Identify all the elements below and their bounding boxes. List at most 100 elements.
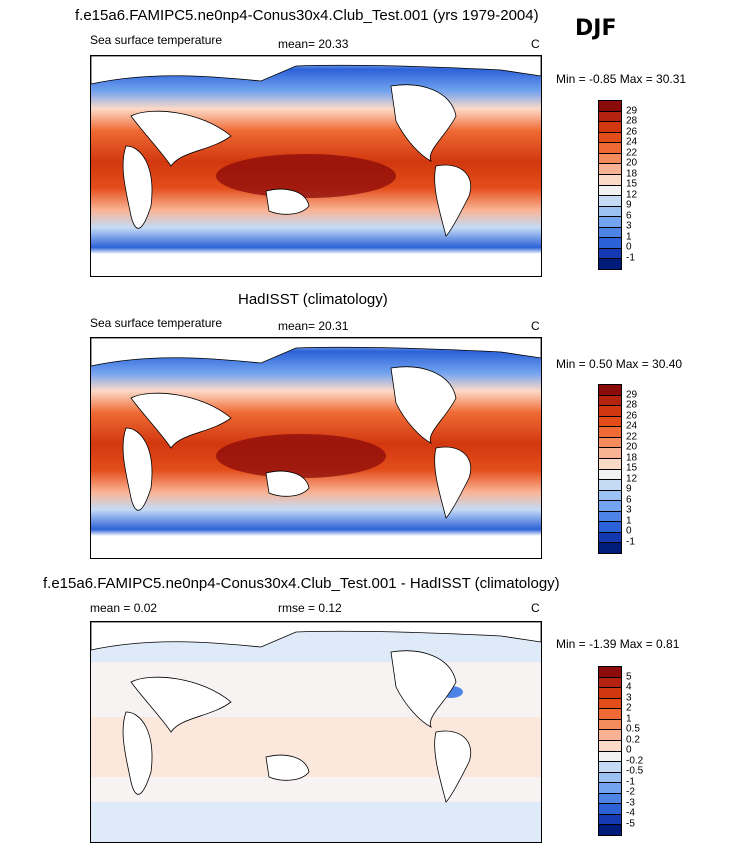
panel-1-north-land: [91, 56, 541, 85]
panel-2-colorbar-labels: 29 28 26 24 22 20 18 15 12 9 6 3 1 0 -1: [626, 384, 656, 552]
colorbar-swatch: [599, 677, 621, 689]
panel-1-colorbar: [598, 100, 622, 270]
colorbar-tick-label: 9: [626, 199, 632, 211]
colorbar-tick-label: 1: [626, 515, 632, 526]
colorbar-tick-label: 6: [626, 210, 632, 221]
colorbar-tick-label: 3: [626, 220, 632, 232]
colorbar-tick-label: -5: [626, 818, 635, 829]
colorbar-tick-label: 26: [626, 126, 638, 137]
colorbar-tick-label: -1: [626, 536, 635, 547]
colorbar-tick-label: 18: [626, 168, 638, 179]
colorbar-swatch: [599, 395, 621, 407]
panel-2-mean-label: mean= 20.31: [278, 319, 349, 333]
colorbar-swatch: [599, 511, 621, 523]
colorbar-swatch: [599, 448, 621, 459]
colorbar-swatch: [599, 164, 621, 175]
colorbar-swatch: [599, 480, 621, 491]
panel-1-africa-land: [122, 145, 153, 229]
colorbar-tick-label: -1: [626, 252, 635, 263]
panel-3-colorbar: [598, 666, 622, 836]
colorbar-swatch: [599, 122, 621, 133]
panel-3-north-america-land: [390, 650, 457, 728]
colorbar-swatch: [599, 227, 621, 239]
colorbar-swatch: [599, 238, 621, 249]
colorbar-tick-label: 0: [626, 525, 632, 537]
colorbar-swatch: [599, 458, 621, 470]
colorbar-swatch: [599, 427, 621, 438]
colorbar-tick-label: 4: [626, 681, 632, 693]
colorbar-tick-label: -2: [626, 786, 635, 798]
season-label: DJF: [575, 16, 617, 41]
panel-3-australia-land: [265, 754, 310, 781]
colorbar-tick-label: 0.5: [626, 723, 640, 735]
panel-3-mean-label: mean = 0.02: [90, 601, 158, 615]
panel-1-title: f.e15a6.FAMIPC5.ne0np4-Conus30x4.Club_Te…: [75, 7, 539, 24]
panel-1-mean-label: mean= 20.33: [278, 37, 349, 51]
colorbar-swatch: [599, 248, 621, 260]
colorbar-tick-label: 5: [626, 671, 632, 682]
panel-1-south-america-land: [434, 164, 471, 237]
panel-2-australia-land: [265, 470, 310, 497]
colorbar-swatch: [599, 740, 621, 752]
colorbar-swatch: [599, 543, 621, 553]
colorbar-tick-label: 6: [626, 494, 632, 505]
colorbar-swatch: [599, 143, 621, 154]
colorbar-swatch: [599, 709, 621, 720]
panel-2-north-land: [91, 338, 541, 367]
panel-2-units: C: [531, 319, 540, 333]
panel-3-africa-land: [122, 711, 153, 795]
colorbar-swatch: [599, 730, 621, 741]
panel-3-rmse-label: rmse = 0.12: [278, 601, 342, 615]
panel-2-variable-label: Sea surface temperature: [90, 316, 223, 330]
colorbar-swatch: [599, 416, 621, 428]
colorbar-tick-label: 0: [626, 241, 632, 253]
colorbar-tick-label: 1: [626, 713, 632, 724]
colorbar-swatch: [599, 667, 621, 678]
colorbar-swatch: [599, 772, 621, 784]
colorbar-swatch: [599, 762, 621, 773]
colorbar-swatch: [599, 793, 621, 805]
colorbar-swatch: [599, 825, 621, 835]
colorbar-tick-label: -1: [626, 776, 635, 787]
colorbar-tick-label: 22: [626, 431, 638, 442]
colorbar-swatch: [599, 751, 621, 763]
colorbar-tick-label: 29: [626, 389, 638, 400]
colorbar-tick-label: 0.2: [626, 734, 640, 745]
panel-1-north-america-land: [390, 84, 457, 162]
colorbar-tick-label: 15: [626, 462, 638, 474]
colorbar-tick-label: 29: [626, 105, 638, 116]
panel-2-map: [90, 337, 542, 559]
colorbar-swatch: [599, 206, 621, 218]
panel-3-minmax: Min = -1.39 Max = 0.81: [556, 637, 680, 651]
colorbar-swatch: [599, 174, 621, 186]
panel-2-title: HadISST (climatology): [238, 291, 388, 308]
colorbar-tick-label: -0.5: [626, 765, 644, 777]
colorbar-swatch: [599, 501, 621, 512]
colorbar-tick-label: -4: [626, 807, 635, 819]
panel-3-south-america-land: [434, 730, 471, 803]
panel-2-africa-land: [122, 427, 153, 511]
colorbar-tick-label: -0.2: [626, 755, 644, 766]
colorbar-swatch: [599, 101, 621, 112]
colorbar-swatch: [599, 185, 621, 197]
colorbar-swatch: [599, 783, 621, 794]
colorbar-tick-label: 12: [626, 473, 638, 484]
colorbar-swatch: [599, 437, 621, 449]
colorbar-tick-label: 1: [626, 231, 632, 242]
panel-1-units: C: [531, 37, 540, 51]
panel-3-eurasia-land: [130, 676, 232, 733]
colorbar-tick-label: 22: [626, 147, 638, 158]
colorbar-tick-label: -3: [626, 797, 635, 808]
colorbar-tick-label: 3: [626, 504, 632, 516]
colorbar-tick-label: 20: [626, 157, 638, 169]
panel-3-colorbar-labels: 5 4 3 2 1 0.5 0.2 0 -0.2 -0.5 -1 -2 -3 -4 -5: [626, 666, 656, 834]
panel-3-title: f.e15a6.FAMIPC5.ne0np4-Conus30x4.Club_Te…: [43, 575, 560, 592]
colorbar-tick-label: 12: [626, 189, 638, 200]
colorbar-swatch: [599, 804, 621, 815]
colorbar-swatch: [599, 698, 621, 710]
colorbar-swatch: [599, 196, 621, 207]
colorbar-tick-label: 3: [626, 692, 632, 703]
colorbar-tick-label: 24: [626, 136, 638, 148]
panel-3-units: C: [531, 601, 540, 615]
colorbar-swatch: [599, 111, 621, 123]
